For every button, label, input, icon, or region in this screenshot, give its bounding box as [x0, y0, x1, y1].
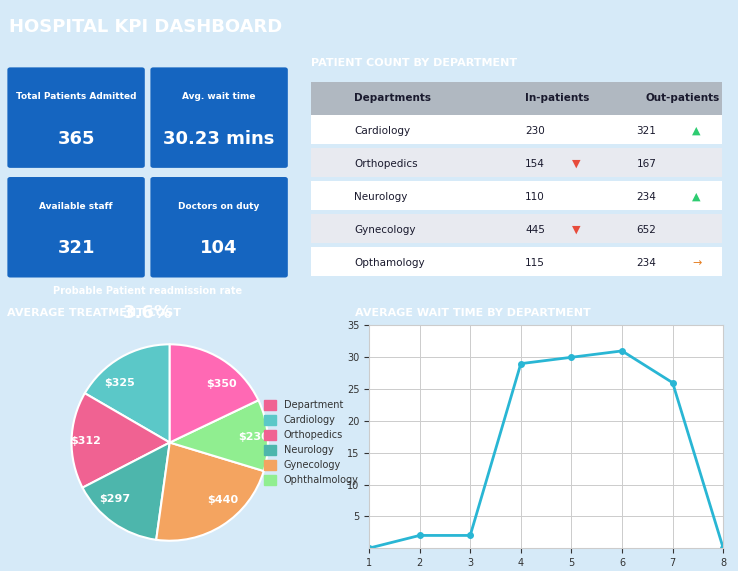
Wedge shape — [83, 443, 170, 540]
Text: 167: 167 — [636, 159, 656, 168]
Text: 30.23 mins: 30.23 mins — [163, 130, 275, 148]
Text: Probable Patient readmission rate: Probable Patient readmission rate — [53, 286, 242, 296]
Wedge shape — [72, 393, 170, 488]
Text: ▼: ▼ — [572, 159, 581, 168]
Text: Gynecology: Gynecology — [354, 224, 415, 235]
Text: AVERAGE WAIT TIME BY DEPARTMENT: AVERAGE WAIT TIME BY DEPARTMENT — [354, 308, 590, 319]
Text: PATIENT COUNT BY DEPARTMENT: PATIENT COUNT BY DEPARTMENT — [311, 58, 517, 68]
Text: Neurology: Neurology — [354, 192, 407, 202]
FancyBboxPatch shape — [7, 177, 145, 278]
Wedge shape — [156, 443, 263, 541]
Text: 154: 154 — [525, 159, 545, 168]
FancyBboxPatch shape — [7, 67, 145, 168]
Text: Orthopedics: Orthopedics — [354, 159, 418, 168]
FancyBboxPatch shape — [151, 177, 288, 278]
Text: Out-patients: Out-patients — [645, 93, 720, 103]
Text: Departments: Departments — [354, 93, 431, 103]
Text: 234: 234 — [636, 192, 656, 202]
Text: 110: 110 — [525, 192, 545, 202]
Text: 115: 115 — [525, 258, 545, 268]
Text: AVERAGE TREATMENT COST: AVERAGE TREATMENT COST — [7, 308, 181, 319]
Text: ▼: ▼ — [572, 224, 581, 235]
Text: HOSPITAL KPI DASHBOARD: HOSPITAL KPI DASHBOARD — [9, 18, 282, 36]
Text: ▲: ▲ — [692, 126, 700, 136]
Text: $350: $350 — [207, 379, 237, 389]
Text: $325: $325 — [105, 378, 136, 388]
Text: Avg. wait time: Avg. wait time — [182, 92, 256, 101]
FancyBboxPatch shape — [311, 247, 722, 276]
Text: Total Patients Admitted: Total Patients Admitted — [15, 92, 137, 101]
Text: $312: $312 — [70, 436, 101, 446]
FancyBboxPatch shape — [311, 182, 722, 210]
Text: 104: 104 — [200, 239, 238, 258]
FancyBboxPatch shape — [311, 82, 722, 115]
FancyBboxPatch shape — [311, 148, 722, 177]
Text: Doctors on duty: Doctors on duty — [179, 202, 260, 211]
Text: 445: 445 — [525, 224, 545, 235]
FancyBboxPatch shape — [311, 115, 722, 144]
Text: 365: 365 — [58, 130, 95, 148]
Legend: Department, Cardiology, Orthopedics, Neurology, Gynecology, Ophthalmology: Department, Cardiology, Orthopedics, Neu… — [261, 396, 362, 489]
Text: $297: $297 — [99, 494, 130, 504]
Text: ▲: ▲ — [692, 192, 700, 202]
Wedge shape — [170, 400, 268, 471]
Wedge shape — [85, 344, 170, 443]
Text: 234: 234 — [636, 258, 656, 268]
Text: $230: $230 — [238, 432, 269, 443]
Text: $440: $440 — [207, 496, 238, 505]
Text: Available staff: Available staff — [39, 202, 113, 211]
Text: 321: 321 — [636, 126, 656, 136]
Wedge shape — [170, 344, 258, 443]
Text: 321: 321 — [58, 239, 95, 258]
Text: In-patients: In-patients — [525, 93, 590, 103]
FancyBboxPatch shape — [151, 67, 288, 168]
Text: 230: 230 — [525, 126, 545, 136]
Text: Opthamology: Opthamology — [354, 258, 424, 268]
FancyBboxPatch shape — [311, 214, 722, 243]
Text: 652: 652 — [636, 224, 656, 235]
Text: →: → — [692, 258, 702, 268]
Text: Cardiology: Cardiology — [354, 126, 410, 136]
Text: 3.6%: 3.6% — [123, 304, 173, 323]
